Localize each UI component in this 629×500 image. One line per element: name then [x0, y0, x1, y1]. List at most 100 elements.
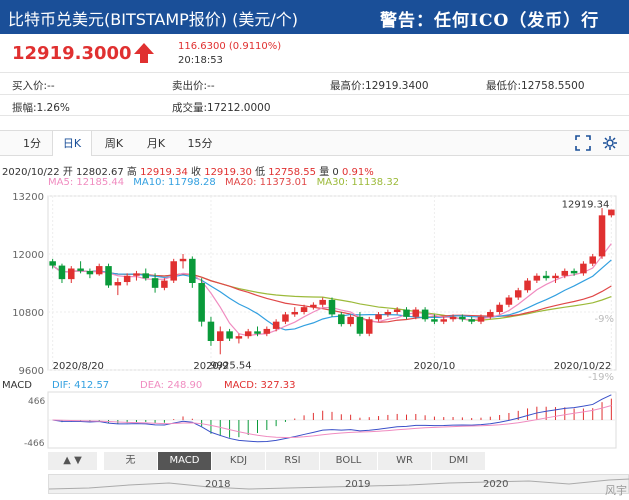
- ma20-label: MA20: 11373.01: [224, 177, 308, 188]
- candle: [226, 328, 233, 341]
- kline-chart[interactable]: 13200 12000 10800 9600 -9% -19% 12919.34 9925.…: [0, 190, 629, 450]
- candle: [552, 273, 559, 283]
- tab-macd[interactable]: MACD: [158, 452, 212, 470]
- period-tabs: 1分 日K 周K 月K 15分: [0, 130, 629, 156]
- candle: [459, 314, 466, 322]
- dif-line: [52, 394, 612, 443]
- candle-body: [217, 331, 224, 341]
- tab-dmi[interactable]: DMI: [432, 452, 486, 470]
- candle-body: [77, 268, 84, 271]
- candle-body: [49, 261, 56, 266]
- candle: [68, 266, 75, 283]
- stats-row: 振幅:1.26% 成交量:17212.0000: [0, 94, 629, 116]
- price-time: 20:18:53: [178, 55, 223, 66]
- settings-icon[interactable]: [602, 135, 618, 151]
- high-price: 最高价:12919.3400: [330, 80, 429, 92]
- candle-body: [198, 283, 205, 322]
- candle-body: [161, 280, 168, 288]
- candle: [142, 268, 150, 281]
- dif-label: DIF: 412.57: [52, 380, 109, 391]
- year-label: 2019: [345, 479, 371, 490]
- candle-body: [496, 304, 503, 312]
- candle: [542, 270, 550, 281]
- tab-rsi[interactable]: RSI: [266, 452, 320, 470]
- x-tick-label: 2020/10: [414, 361, 456, 372]
- tab-weekly[interactable]: 周K: [104, 137, 124, 150]
- candle: [412, 307, 420, 320]
- candle: [272, 319, 280, 332]
- candle: [170, 258, 177, 283]
- candle-body: [142, 273, 150, 279]
- low-label: 低: [255, 167, 266, 178]
- candle: [77, 261, 84, 274]
- candle: [235, 333, 243, 344]
- candle: [608, 209, 615, 218]
- tab-1min[interactable]: 1分: [23, 137, 41, 150]
- ohlc-date: 2020/10/22: [2, 167, 60, 178]
- tab-monthly[interactable]: 月K: [146, 137, 166, 150]
- candle: [105, 263, 112, 288]
- candle: [263, 326, 271, 337]
- candle-body: [254, 331, 261, 334]
- candle-body: [524, 280, 531, 291]
- candle-body: [552, 275, 559, 279]
- ma30-label: MA30: 11138.32: [316, 177, 400, 188]
- x-tick-label: 2020/10/22: [554, 361, 612, 372]
- candle-body: [449, 316, 457, 320]
- open-label: 开: [62, 167, 73, 178]
- candle-body: [133, 273, 140, 276]
- candle-body: [608, 209, 615, 216]
- candle-body: [123, 275, 131, 283]
- candle: [514, 287, 522, 300]
- price-row: 12919.3000 116.6300 (0.9110%) 20:18:53: [0, 34, 629, 70]
- candle-body: [95, 266, 103, 275]
- vol-value: 0: [332, 167, 339, 178]
- tab-15min[interactable]: 15分: [187, 137, 213, 150]
- candle: [198, 278, 205, 327]
- timeline-navigator[interactable]: 2018 2019 2020: [48, 474, 629, 494]
- low-price: 最低价:12758.5500: [486, 80, 585, 92]
- candle: [328, 297, 336, 317]
- tab-wr[interactable]: WR: [378, 452, 432, 470]
- tab-daily[interactable]: 日K: [52, 131, 92, 156]
- open-value: 12802.67: [76, 167, 124, 178]
- low-value: 12758.55: [268, 167, 317, 178]
- macd-title: MACD: [2, 380, 32, 391]
- tab-none[interactable]: 无: [104, 452, 158, 470]
- candle-body: [384, 312, 392, 315]
- nav-arrows[interactable]: ▲ ▼: [48, 452, 98, 470]
- min-annotation: 9925.54: [210, 360, 251, 371]
- candle-body: [347, 316, 354, 325]
- tab-boll[interactable]: BOLL: [320, 452, 378, 470]
- x-tick-label: 2020/8/20: [53, 361, 104, 372]
- candle-body: [170, 261, 177, 281]
- dea-label: DEA: 248.90: [140, 380, 202, 391]
- candle-body: [421, 309, 429, 320]
- y-tick-label: 13200: [12, 192, 44, 203]
- candle-body: [244, 331, 252, 337]
- candle: [338, 312, 345, 327]
- candle-body: [151, 278, 159, 288]
- current-price: 12919.3000: [12, 43, 132, 64]
- x-tick-label: 2020/9: [193, 361, 228, 372]
- fullscreen-icon[interactable]: [575, 135, 591, 151]
- candle: [310, 302, 317, 310]
- candle: [505, 295, 513, 308]
- ma5-label: MA5: 12185.44: [48, 177, 125, 188]
- candle: [254, 326, 261, 337]
- candle: [496, 302, 503, 315]
- candle: [49, 258, 56, 269]
- candle: [384, 309, 392, 317]
- candle-body: [310, 304, 317, 308]
- candle: [161, 278, 168, 291]
- tab-kdj[interactable]: KDJ: [212, 452, 266, 470]
- candle-body: [487, 312, 494, 317]
- candle: [561, 268, 569, 279]
- candle-body: [272, 321, 280, 329]
- candle: [300, 304, 308, 315]
- candle-body: [207, 321, 215, 341]
- candle-body: [505, 297, 513, 305]
- candle: [58, 263, 66, 283]
- candle: [589, 254, 596, 267]
- candle-body: [570, 270, 578, 274]
